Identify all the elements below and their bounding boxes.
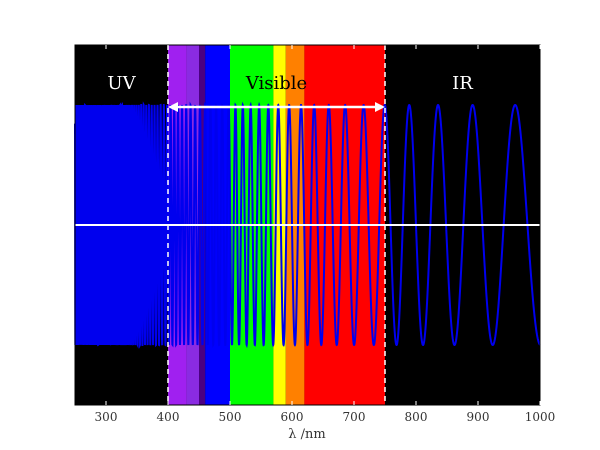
x-tick-label: 900 (467, 410, 490, 424)
x-tick-label: 300 (95, 410, 118, 424)
x-axis-label: λ /nm (288, 427, 325, 442)
x-axis-ticks: 300 400 500 600 700 800 900 1000 (95, 45, 556, 424)
arrow-head-left (168, 102, 178, 112)
x-tick-label: 500 (219, 410, 242, 424)
plot-frame (74, 44, 541, 406)
x-tick-label: 800 (405, 410, 428, 424)
x-tick-label: 700 (343, 410, 366, 424)
wave-series (167, 101, 541, 349)
region-label: IR (452, 73, 473, 94)
region-labels: UV Visible IR (107, 73, 473, 94)
visible-range-arrow (168, 102, 385, 112)
waves (74, 101, 541, 349)
arrow-head-right (375, 102, 385, 112)
wave-series (74, 101, 169, 349)
region-label: UV (107, 73, 136, 94)
x-tick-label: 1000 (525, 410, 556, 424)
x-tick-label: 600 (281, 410, 304, 424)
region-label: Visible (245, 73, 307, 94)
x-tick-label: 400 (157, 410, 180, 424)
